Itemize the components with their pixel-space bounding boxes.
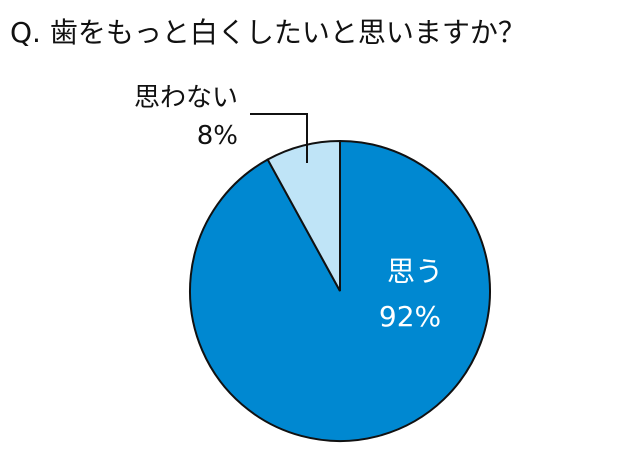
pie-slices	[189, 139, 491, 442]
leader-line	[250, 113, 308, 163]
slice-value-omou: 92%	[379, 300, 441, 333]
pie-slice-1	[266, 139, 341, 292]
slice-label-omou: 思う	[387, 255, 443, 288]
chart-title: Q. 歯をもっと白くしたいと思いますか？	[10, 16, 526, 49]
slice-label-omowanai: 思わない	[134, 83, 238, 113]
slice-value-omowanai: 8%	[197, 121, 238, 151]
